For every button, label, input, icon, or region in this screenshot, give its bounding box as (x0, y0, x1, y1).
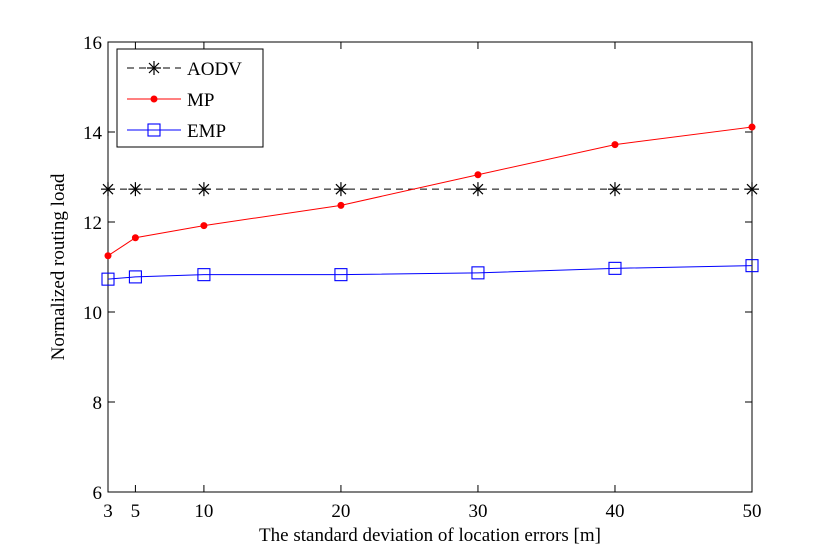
legend-marker-mp (150, 95, 158, 103)
series-mp-point (131, 234, 139, 242)
asterisk-stroke (335, 183, 347, 195)
legend-marker-aodv (147, 61, 161, 75)
legend-item-mp: MP (127, 90, 214, 111)
series-emp-point (334, 268, 348, 282)
legend-label-mp: MP (187, 90, 214, 111)
series-emp-point (101, 272, 115, 286)
series-mp-point (200, 222, 208, 230)
x-tick-label: 3 (103, 501, 113, 522)
series-aodv (101, 182, 759, 197)
asterisk-stroke (609, 183, 621, 195)
asterisk-stroke (148, 62, 160, 74)
asterisk-stroke (472, 183, 484, 195)
series-aodv-point (128, 182, 143, 197)
x-tick-label: 10 (194, 501, 213, 522)
legend-box (116, 48, 264, 148)
asterisk-stroke (746, 183, 758, 195)
asterisk-stroke (102, 183, 114, 195)
series-emp-point (128, 270, 142, 284)
x-tick-label: 20 (331, 501, 350, 522)
y-tick-label: 12 (83, 213, 102, 234)
asterisk-stroke (129, 183, 141, 195)
x-axis-title: The standard deviation of location error… (259, 525, 601, 546)
series-emp-line (107, 265, 753, 280)
x-tick-label: 5 (131, 501, 141, 522)
series-mp-point (611, 141, 619, 149)
y-tick-label: 16 (83, 33, 102, 54)
legend-label-emp: EMP (187, 121, 226, 142)
series-emp-point (745, 259, 759, 273)
asterisk-stroke (198, 183, 210, 195)
x-tick-label: 40 (605, 501, 624, 522)
x-tick-label: 50 (743, 501, 762, 522)
series-aodv-point (196, 182, 211, 197)
series-aodv-point (470, 182, 485, 197)
series-aodv-point (101, 182, 115, 197)
legend-label-aodv: AODV (187, 59, 242, 80)
legend: AODV MP EMP (116, 48, 264, 148)
series-mp (104, 123, 756, 260)
series-aodv-point (607, 182, 622, 197)
axis-ticks: 3 5 10 20 30 40 50 6 8 10 12 14 16 (83, 33, 762, 522)
series-mp-point (104, 252, 112, 260)
x-tick-label: 30 (468, 501, 487, 522)
y-axis-title: Normalized routing load (48, 173, 69, 360)
y-tick-label: 6 (93, 483, 103, 504)
y-tick-label: 8 (93, 393, 103, 414)
series-aodv-point (333, 182, 348, 197)
series-mp-point (748, 123, 756, 131)
series-emp-point (608, 261, 622, 275)
y-tick-label: 14 (83, 123, 103, 144)
series-aodv-point (745, 182, 759, 197)
series-emp (101, 259, 759, 286)
series-mp-point (474, 171, 482, 179)
series-emp-point (471, 266, 485, 280)
series-layer (101, 123, 759, 286)
series-mp-point (337, 201, 345, 209)
legend-marker-emp (147, 123, 161, 137)
series-emp-point (197, 268, 211, 282)
legend-item-aodv: AODV (127, 59, 242, 80)
legend-item-emp: EMP (127, 121, 226, 142)
y-tick-label: 10 (83, 303, 102, 324)
